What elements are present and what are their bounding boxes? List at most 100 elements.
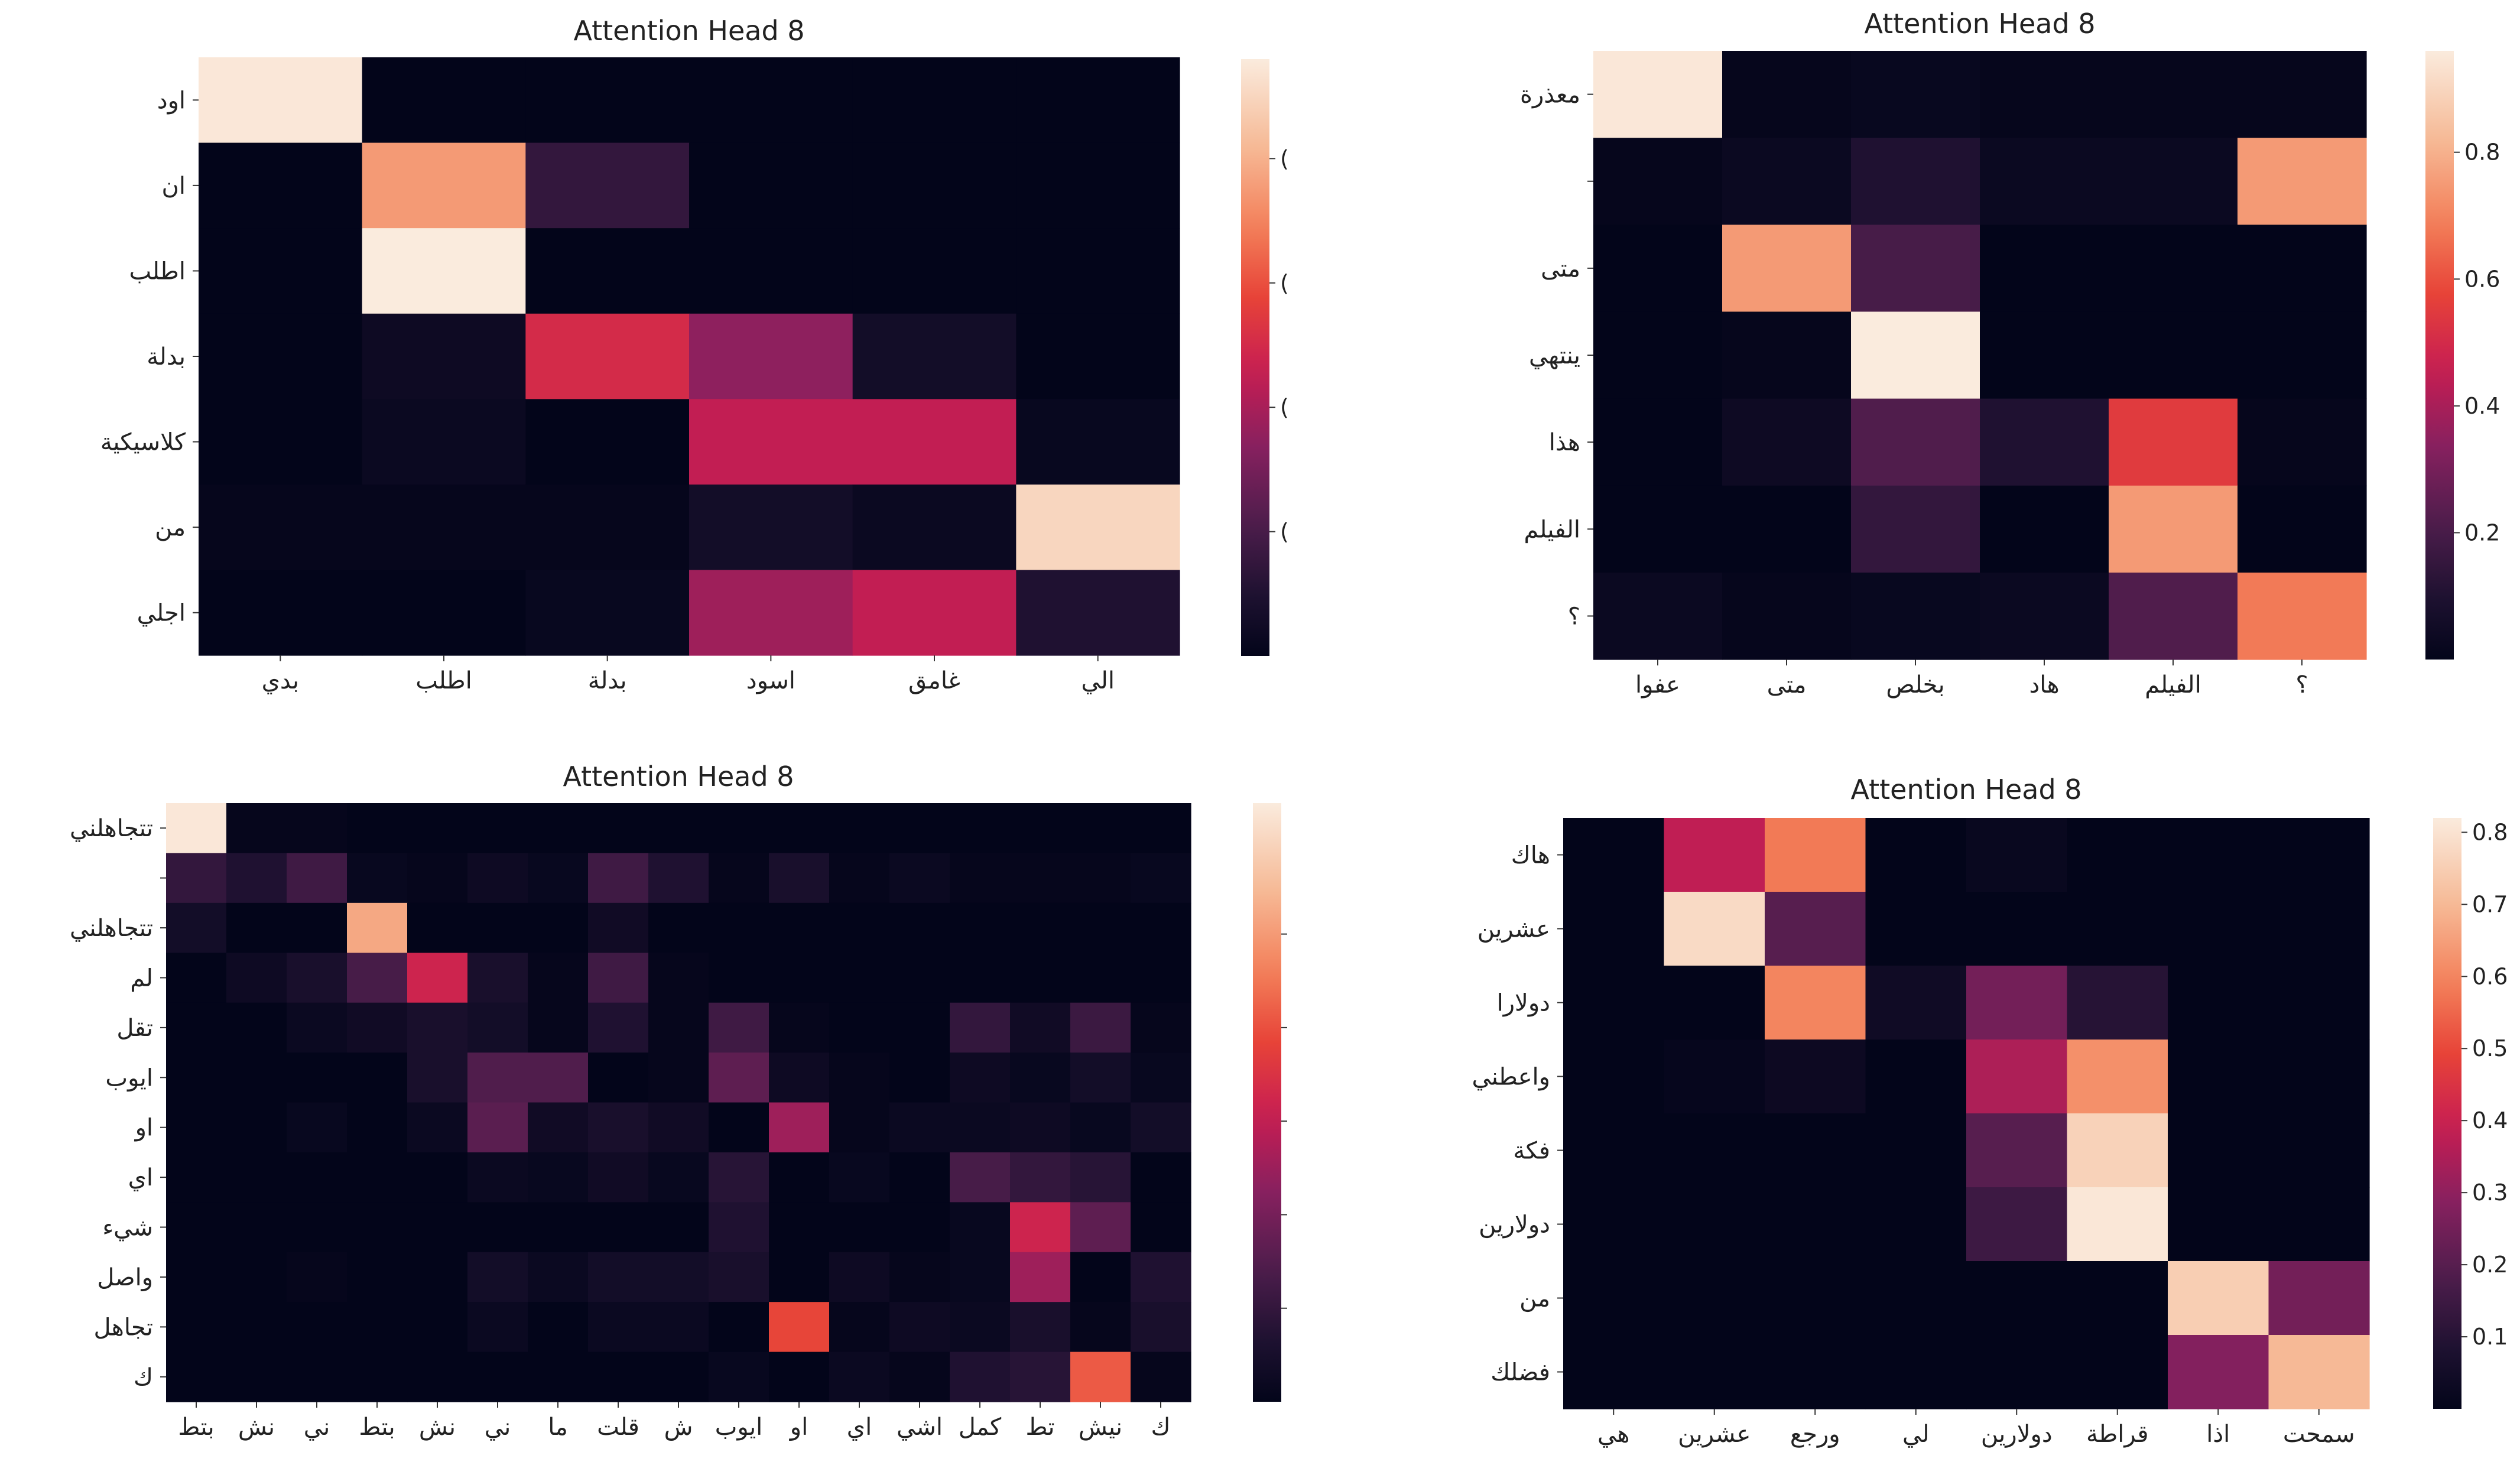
heatmap-cell-r1-c4 <box>2109 138 2238 225</box>
y-tick-label: ؟ <box>1568 603 1580 630</box>
y-tick-label: معذرة <box>1520 82 1580 109</box>
heatmap-cell-r2-c3 <box>689 228 853 314</box>
heatmap-cell-r8-c2 <box>287 1202 348 1253</box>
heatmap-cell-r5-c5 <box>2067 1187 2168 1262</box>
heatmap-cell-r5-c1 <box>1664 1187 1765 1262</box>
heatmap-cell-r3-c1 <box>226 953 287 1003</box>
heatmap-cell-r6-c1 <box>1664 1261 1765 1336</box>
heatmap-cell-r10-c8 <box>648 1302 709 1353</box>
heatmap-cell-r7-c6 <box>2168 1335 2269 1409</box>
heatmap-cell-r2-c5 <box>467 902 528 953</box>
x-tick-label: نش <box>419 1414 456 1441</box>
x-tick-label: ورجع <box>1790 1421 1840 1448</box>
heatmap-cell-r6-c7 <box>588 1102 649 1153</box>
heatmap-cell-r2-c3 <box>1865 966 1967 1040</box>
heatmap-cell-r2-c6 <box>2168 966 2269 1040</box>
heatmap-cell-r1-c6 <box>528 853 589 904</box>
heatmap-cell-r6-c9 <box>709 1102 769 1153</box>
heatmap-cell-r5-c4 <box>1966 1187 2068 1262</box>
heatmap-cell-r1-c5 <box>2067 892 2168 966</box>
heatmap-cell-r11-c10 <box>769 1352 830 1402</box>
heatmap-cell-r1-c14 <box>1010 853 1071 904</box>
heatmap-cell-r9-c6 <box>528 1252 589 1302</box>
heatmap-cell-r3-c1 <box>362 313 526 399</box>
heatmap-cell-r3-c11 <box>829 953 890 1003</box>
heatmap-cell-r5-c1 <box>1722 485 1852 573</box>
y-tick-label: اطلب <box>129 258 186 285</box>
heatmap-cell-r2-c7 <box>2268 966 2370 1040</box>
heatmap-cell-r4-c5 <box>467 1002 528 1053</box>
heatmap-cell-r0-c2 <box>287 803 348 854</box>
heatmap-cell-r4-c3 <box>1865 1113 1967 1188</box>
y-tick-label: ان <box>162 173 186 200</box>
heatmap-cell-r6-c0 <box>166 1102 227 1153</box>
heatmap-cell-r10-c5 <box>467 1302 528 1353</box>
heatmap-cell-r6-c13 <box>950 1102 1011 1153</box>
colorbar-tick-label: 0.8 <box>2464 139 2500 165</box>
heatmap-cell-r10-c16 <box>1131 1302 1191 1353</box>
x-tick-label: بتط <box>359 1414 395 1441</box>
heatmap-cell-r6-c16 <box>1131 1102 1191 1153</box>
x-tick-label: بدي <box>262 667 299 694</box>
heatmap-cell-r0-c1 <box>1722 51 1852 138</box>
x-tick-label: او <box>789 1414 808 1441</box>
heatmap-cell-r5-c4 <box>407 1053 468 1103</box>
heatmap-cell-r0-c0 <box>199 57 363 144</box>
heatmap-cell-r2-c6 <box>528 902 589 953</box>
heatmap-cell-r3-c5 <box>467 953 528 1003</box>
heatmap-cell-r6-c14 <box>1010 1102 1071 1153</box>
heatmap-cell-r7-c7 <box>2268 1335 2370 1409</box>
heatmap-cell-r2-c0 <box>199 228 363 314</box>
x-tick-label: غامق <box>908 667 960 694</box>
heatmap-cell-r4-c0 <box>1563 1113 1665 1188</box>
heatmap-cell-r8-c0 <box>166 1202 227 1253</box>
heatmap-cell-r1-c3 <box>347 853 408 904</box>
heatmap-cell-r11-c15 <box>1070 1352 1131 1402</box>
x-tick-label: لي <box>1902 1421 1930 1448</box>
heatmap-cell-r3-c7 <box>2268 1040 2370 1114</box>
heatmap-cell-r5-c2 <box>1851 485 1980 573</box>
heatmap-cell-r2-c2 <box>525 228 690 314</box>
heatmap-cell-r11-c12 <box>889 1352 950 1402</box>
heatmap-cell-r2-c2 <box>1765 966 1866 1040</box>
heatmap-cell-r8-c6 <box>528 1202 589 1253</box>
heatmap-cell-r2-c16 <box>1131 902 1191 953</box>
heatmap-cell-r0-c5 <box>1016 57 1180 144</box>
x-tick-label: ك <box>1151 1414 1171 1441</box>
heatmap-cell-r3-c2 <box>1765 1040 1866 1114</box>
heatmap-cell-r7-c9 <box>709 1152 769 1203</box>
heatmap-cell-r2-c4 <box>1966 966 2068 1040</box>
heatmap-cell-r4-c7 <box>2268 1113 2370 1188</box>
heatmap-cell-r3-c6 <box>528 953 589 1003</box>
heatmap-cell-r2-c1 <box>362 228 526 314</box>
heatmap-cell-r4-c5 <box>1016 399 1180 485</box>
heatmap-cell-r2-c7 <box>588 902 649 953</box>
y-tick-label: كلاسيكية <box>100 429 186 456</box>
heatmap-cell-r10-c7 <box>588 1302 649 1353</box>
colorbar-tick-label: 0.6 <box>2472 963 2508 989</box>
heatmap-cell-r11-c6 <box>528 1352 589 1402</box>
heatmap-cell-r5-c3 <box>1980 485 2109 573</box>
y-tick-label: فضلك <box>1490 1359 1550 1386</box>
heatmap-cell-r6-c7 <box>2268 1261 2370 1336</box>
heatmap-cell-r6-c3 <box>347 1102 408 1153</box>
heatmap-cell-r6-c8 <box>648 1102 709 1153</box>
heatmap-cell-r4-c1 <box>1664 1113 1765 1188</box>
heatmap-cell-r11-c3 <box>347 1352 408 1402</box>
heatmap-cell-r2-c4 <box>2109 225 2238 313</box>
heatmap-cell-r1-c9 <box>709 853 769 904</box>
heatmap-cell-r4-c4 <box>1966 1113 2068 1188</box>
heatmap-cell-r4-c14 <box>1010 1002 1071 1053</box>
heatmap-cell-r8-c1 <box>226 1202 287 1253</box>
heatmap-cell-r10-c0 <box>166 1302 227 1353</box>
heatmap-cell-r7-c5 <box>2067 1335 2168 1409</box>
heatmap-cell-r0-c6 <box>2168 818 2269 892</box>
heatmap-cell-r5-c13 <box>950 1053 1011 1103</box>
x-tick-label: نش <box>238 1414 275 1441</box>
heatmap-cell-r1-c0 <box>1593 138 1723 225</box>
colorbar-tick-label: 0.4 <box>2464 393 2500 419</box>
heatmap-cell-r6-c3 <box>1980 572 2109 660</box>
y-tick-label: لم <box>130 964 153 992</box>
heatmap-cell-r6-c1 <box>226 1102 287 1153</box>
